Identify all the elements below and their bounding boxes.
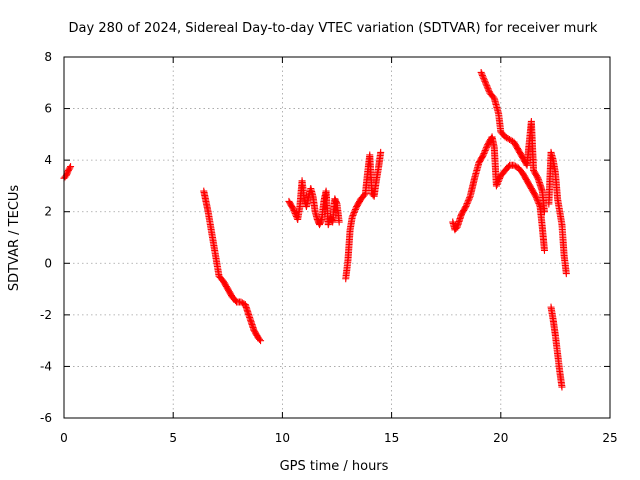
data-point — [482, 79, 490, 87]
y-axis-label: SDTVAR / TECUs — [7, 185, 22, 292]
data-point — [479, 151, 487, 159]
chart-title: Day 280 of 2024, Sidereal Day-to-day VTE… — [69, 21, 598, 36]
x-tick-label: 25 — [602, 431, 617, 445]
data-point — [501, 133, 509, 141]
data-point — [480, 74, 488, 82]
y-tick-label: -6 — [40, 411, 52, 425]
data-point — [558, 383, 566, 391]
y-tick-label: 4 — [44, 153, 52, 167]
data-point — [510, 161, 518, 169]
data-point — [480, 150, 488, 158]
data-point — [237, 298, 245, 306]
x-tick-label: 5 — [169, 431, 177, 445]
data-point — [506, 136, 514, 144]
data-point — [492, 182, 500, 190]
data-point — [335, 218, 343, 226]
data-point — [349, 211, 357, 219]
data-point — [482, 144, 490, 152]
data-point — [350, 210, 358, 218]
data-point — [483, 83, 491, 91]
data-point — [67, 163, 75, 171]
x-axis-label: GPS time / hours — [280, 459, 389, 474]
x-tick-label: 0 — [60, 431, 68, 445]
data-point — [238, 299, 246, 307]
data-point — [484, 85, 492, 93]
data-point — [532, 192, 540, 200]
y-tick-label: 6 — [44, 102, 52, 116]
data-series — [60, 68, 570, 391]
plot-frame — [63, 56, 611, 419]
data-point — [351, 207, 359, 215]
x-tick-label: 15 — [384, 431, 399, 445]
data-point — [511, 162, 519, 170]
grid — [64, 57, 610, 418]
data-point — [478, 71, 486, 79]
data-point — [532, 194, 540, 202]
x-tick-label: 20 — [493, 431, 508, 445]
data-point — [540, 208, 548, 216]
data-point — [465, 195, 473, 203]
y-tick-label: 2 — [44, 205, 52, 219]
data-point — [482, 80, 490, 88]
data-point — [482, 145, 490, 153]
data-point — [495, 176, 503, 184]
data-point — [493, 180, 501, 188]
data-point — [255, 335, 263, 343]
data-point — [466, 194, 474, 202]
data-point — [350, 208, 358, 216]
data-point — [464, 197, 472, 205]
data-point — [351, 206, 359, 214]
data-point — [348, 213, 356, 221]
data-point — [481, 147, 489, 155]
x-tick-label: 10 — [275, 431, 290, 445]
y-tick-label: -2 — [40, 308, 52, 322]
data-point — [485, 86, 493, 94]
data-point — [481, 148, 489, 156]
data-point — [463, 200, 471, 208]
data-point — [478, 70, 486, 78]
data-point — [462, 201, 470, 209]
data-point — [257, 337, 265, 345]
data-point — [289, 205, 297, 213]
data-point — [480, 76, 488, 84]
data-point — [462, 203, 470, 211]
data-point — [477, 68, 485, 76]
data-point — [494, 178, 502, 186]
data-point — [540, 246, 548, 254]
data-point — [494, 179, 502, 187]
y-tick-label: 0 — [44, 256, 52, 270]
data-point — [503, 134, 511, 142]
data-point — [464, 198, 472, 206]
data-point — [533, 195, 541, 203]
data-point — [291, 208, 299, 216]
data-point — [377, 148, 385, 156]
data-point — [483, 82, 491, 90]
data-point — [290, 207, 298, 215]
data-point — [66, 164, 74, 172]
axis-ticks: 0 5 10 15 20 25 -6 -4 -2 0 2 4 6 8 — [40, 50, 618, 445]
data-point — [479, 73, 487, 81]
data-point — [562, 270, 570, 278]
data-point — [507, 136, 515, 144]
data-point — [504, 135, 512, 143]
y-tick-label: -4 — [40, 359, 52, 373]
data-point — [481, 77, 489, 85]
data-point — [496, 175, 504, 183]
y-tick-label: 8 — [44, 50, 52, 64]
